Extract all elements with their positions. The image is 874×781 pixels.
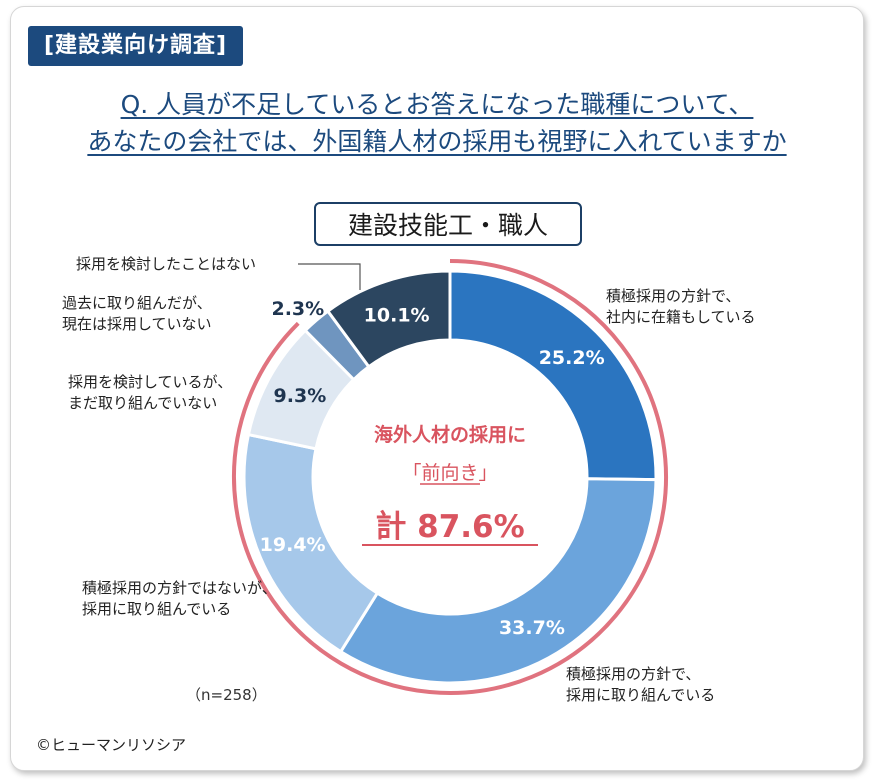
category-label-5-line-1: 過去に取り組んだが、	[62, 294, 212, 312]
donut-slice-2	[338, 477, 658, 685]
category-label-6-line-1: 採用を検討したことはない	[76, 255, 257, 273]
copyright-credit: ©ヒューマンリソシア	[36, 736, 187, 754]
center-text-line-2: 「前向き」	[402, 462, 497, 484]
question-title: Q. 人員が不足しているとお答えになった職種について、 あなたの会社では、外国籍…	[0, 86, 874, 160]
category-label-3-line-1: 積極採用の方針ではないが、	[82, 579, 277, 597]
category-label-1-line-2: 社内に在籍もしている	[606, 308, 756, 326]
slice-value-label-3: 19.4%	[260, 534, 326, 556]
question-line-1: Q. 人員が不足しているとお答えになった職種について、	[120, 90, 754, 119]
category-label-2-line-1: 積極採用の方針で、	[566, 665, 701, 683]
category-label-3: 積極採用の方針ではないが、 採用に取り組んでいる	[82, 578, 277, 620]
slice-value-label-2: 33.7%	[499, 617, 565, 639]
category-label-5: 過去に取り組んだが、 現在は採用していない	[62, 293, 212, 335]
donut-slice-6	[325, 269, 452, 369]
category-label-4-line-1: 採用を検討しているが、	[68, 373, 233, 391]
category-label-1-line-1: 積極採用の方針で、	[606, 287, 741, 305]
slice-value-label-6: 10.1%	[364, 305, 430, 327]
leader-line-6	[298, 263, 361, 290]
question-line-2: あなたの会社では、外国籍人材の採用も視野に入れていますか	[87, 127, 787, 156]
category-label-4-line-2: まだ取り組んでいない	[68, 394, 218, 412]
chart-subtitle: 建設技能工・職人	[314, 202, 582, 246]
slice-value-label-4: 9.3%	[274, 385, 327, 407]
slice-value-label-1: 25.2%	[539, 347, 605, 369]
category-label-1: 積極採用の方針で、 社内に在籍もしている	[606, 286, 756, 328]
category-label-4: 採用を検討しているが、 まだ取り組んでいない	[68, 372, 232, 414]
donut-slice-1	[448, 269, 658, 482]
center-total-text: 計 87.6%	[375, 509, 524, 545]
category-label-2-line-2: 採用に取り組んでいる	[566, 686, 716, 704]
center-text-line-1: 海外人材の採用に	[374, 423, 526, 446]
category-label-6: 採用を検討したことはない	[76, 254, 256, 275]
positive-highlight-arc	[232, 259, 668, 695]
category-label-5-line-2: 現在は採用していない	[62, 315, 212, 333]
sample-size-note: （n=258）	[186, 686, 267, 704]
survey-tag: [建設業向け調査]	[28, 26, 244, 66]
slice-value-label-5: 2.3%	[271, 298, 324, 320]
category-label-2: 積極採用の方針で、 採用に取り組んでいる	[566, 664, 715, 706]
category-label-3-line-2: 採用に取り組んでいる	[82, 600, 232, 618]
